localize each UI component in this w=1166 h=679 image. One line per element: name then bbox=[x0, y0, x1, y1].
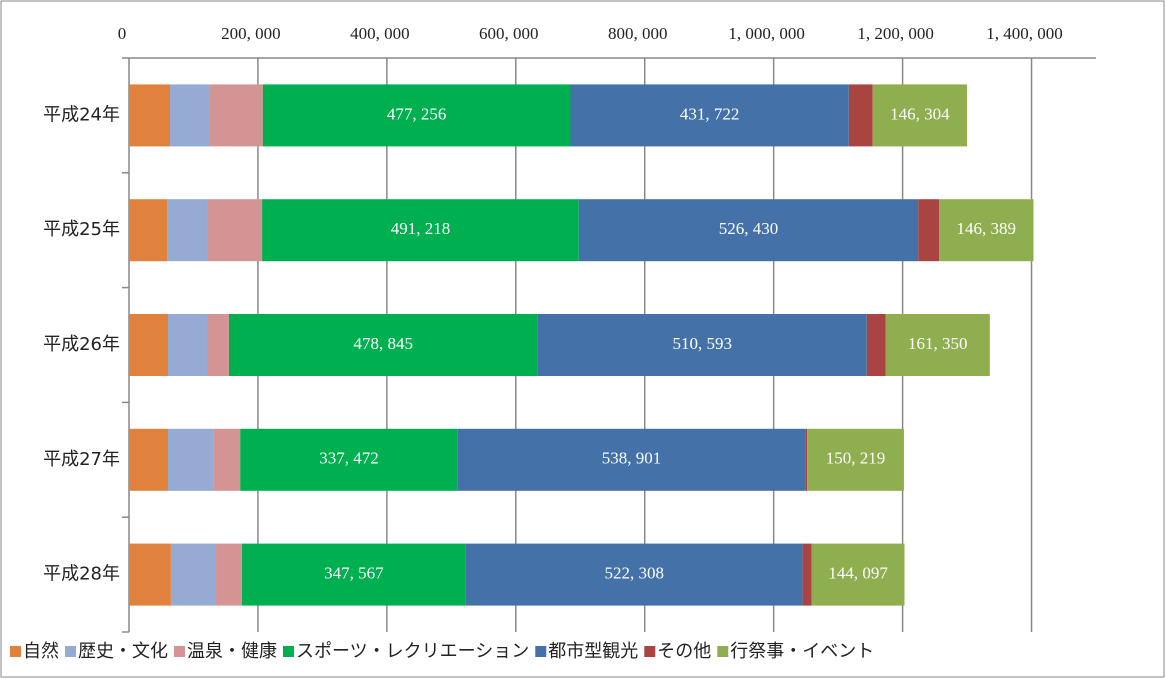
data-label: 347, 567 bbox=[324, 564, 384, 583]
bar-segment bbox=[129, 84, 171, 147]
bar-segment bbox=[213, 428, 241, 491]
bar-segment bbox=[241, 543, 466, 606]
x-tick-label: 800, 000 bbox=[608, 24, 668, 43]
data-label: 526, 430 bbox=[719, 219, 779, 238]
data-label: 161, 350 bbox=[908, 334, 968, 353]
bar-segment bbox=[129, 314, 169, 376]
bar-segment bbox=[537, 314, 867, 376]
data-label: 478, 845 bbox=[354, 334, 414, 353]
bar-segment bbox=[209, 84, 263, 147]
legend-label: 自然 bbox=[23, 641, 59, 662]
legend-label: 歴史・文化 bbox=[78, 641, 168, 662]
bar-segment bbox=[939, 199, 1034, 262]
data-label: 150, 219 bbox=[826, 449, 886, 468]
data-label: 477, 256 bbox=[387, 104, 447, 123]
bar-segment bbox=[805, 428, 808, 491]
bar-segment bbox=[129, 428, 169, 491]
bar-segment bbox=[570, 84, 849, 147]
bar-segment bbox=[240, 428, 458, 491]
legend-label: スポーツ・レクリエーション bbox=[296, 641, 529, 662]
bar-segment bbox=[167, 199, 208, 262]
data-label: 337, 472 bbox=[319, 449, 379, 468]
y-tick-label: 平成28年 bbox=[43, 564, 120, 585]
y-tick-label: 平成25年 bbox=[43, 219, 120, 240]
bar-segment bbox=[465, 543, 803, 606]
bar-segment bbox=[170, 84, 210, 147]
legend-swatch bbox=[283, 646, 294, 657]
legend-swatch bbox=[10, 646, 21, 657]
legend-swatch bbox=[717, 646, 729, 657]
bar-segment bbox=[129, 199, 168, 262]
bar-segment bbox=[262, 84, 571, 147]
bar-segment bbox=[918, 199, 940, 262]
data-label: 491, 218 bbox=[391, 219, 451, 238]
data-label: 146, 304 bbox=[890, 104, 950, 123]
bar-segment bbox=[872, 84, 967, 147]
x-tick-label: 600, 000 bbox=[479, 24, 539, 43]
bar-segment bbox=[811, 543, 905, 606]
data-label: 538, 901 bbox=[602, 449, 662, 468]
bar-segment bbox=[457, 428, 806, 491]
legend-label: 都市型観光 bbox=[548, 641, 638, 662]
bar-segment bbox=[216, 543, 242, 606]
bar-segment bbox=[168, 428, 214, 491]
bar-segment bbox=[207, 199, 263, 262]
bar-segment bbox=[207, 314, 229, 376]
data-label: 522, 308 bbox=[604, 564, 664, 583]
data-label: 510, 593 bbox=[672, 334, 732, 353]
bar-segment bbox=[866, 314, 886, 376]
x-tick-label: 0 bbox=[118, 24, 127, 43]
x-tick-label: 1, 400, 000 bbox=[986, 24, 1063, 43]
data-label: 146, 389 bbox=[957, 219, 1017, 238]
data-label: 144, 097 bbox=[828, 564, 888, 583]
bar-segment bbox=[802, 543, 812, 606]
x-tick-label: 400, 000 bbox=[350, 24, 410, 43]
legend-label: 温泉・健康 bbox=[187, 641, 277, 662]
bar-segment bbox=[885, 314, 990, 376]
x-tick-label: 1, 000, 000 bbox=[728, 24, 805, 43]
x-tick-label: 1, 200, 000 bbox=[857, 24, 934, 43]
bar-segment bbox=[848, 84, 873, 147]
data-label: 431, 722 bbox=[680, 104, 740, 123]
legend-swatch bbox=[535, 646, 547, 657]
legend-swatch bbox=[65, 646, 76, 657]
y-tick-label: 平成26年 bbox=[43, 334, 120, 355]
bar-segment bbox=[170, 543, 217, 606]
bar-segment bbox=[262, 199, 579, 262]
bar-segment bbox=[807, 428, 904, 491]
legend-swatch bbox=[174, 646, 185, 657]
y-tick-label: 平成27年 bbox=[43, 449, 120, 470]
bar-segment bbox=[168, 314, 208, 376]
bar-segment bbox=[129, 543, 171, 606]
bar-segment bbox=[228, 314, 538, 376]
x-tick-label: 200, 000 bbox=[221, 24, 281, 43]
legend-label: 行祭事・イベント bbox=[730, 641, 874, 662]
bar-segment bbox=[578, 199, 919, 262]
legend-label: その他 bbox=[657, 641, 711, 662]
legend-swatch bbox=[644, 646, 656, 657]
y-tick-label: 平成24年 bbox=[43, 104, 120, 125]
